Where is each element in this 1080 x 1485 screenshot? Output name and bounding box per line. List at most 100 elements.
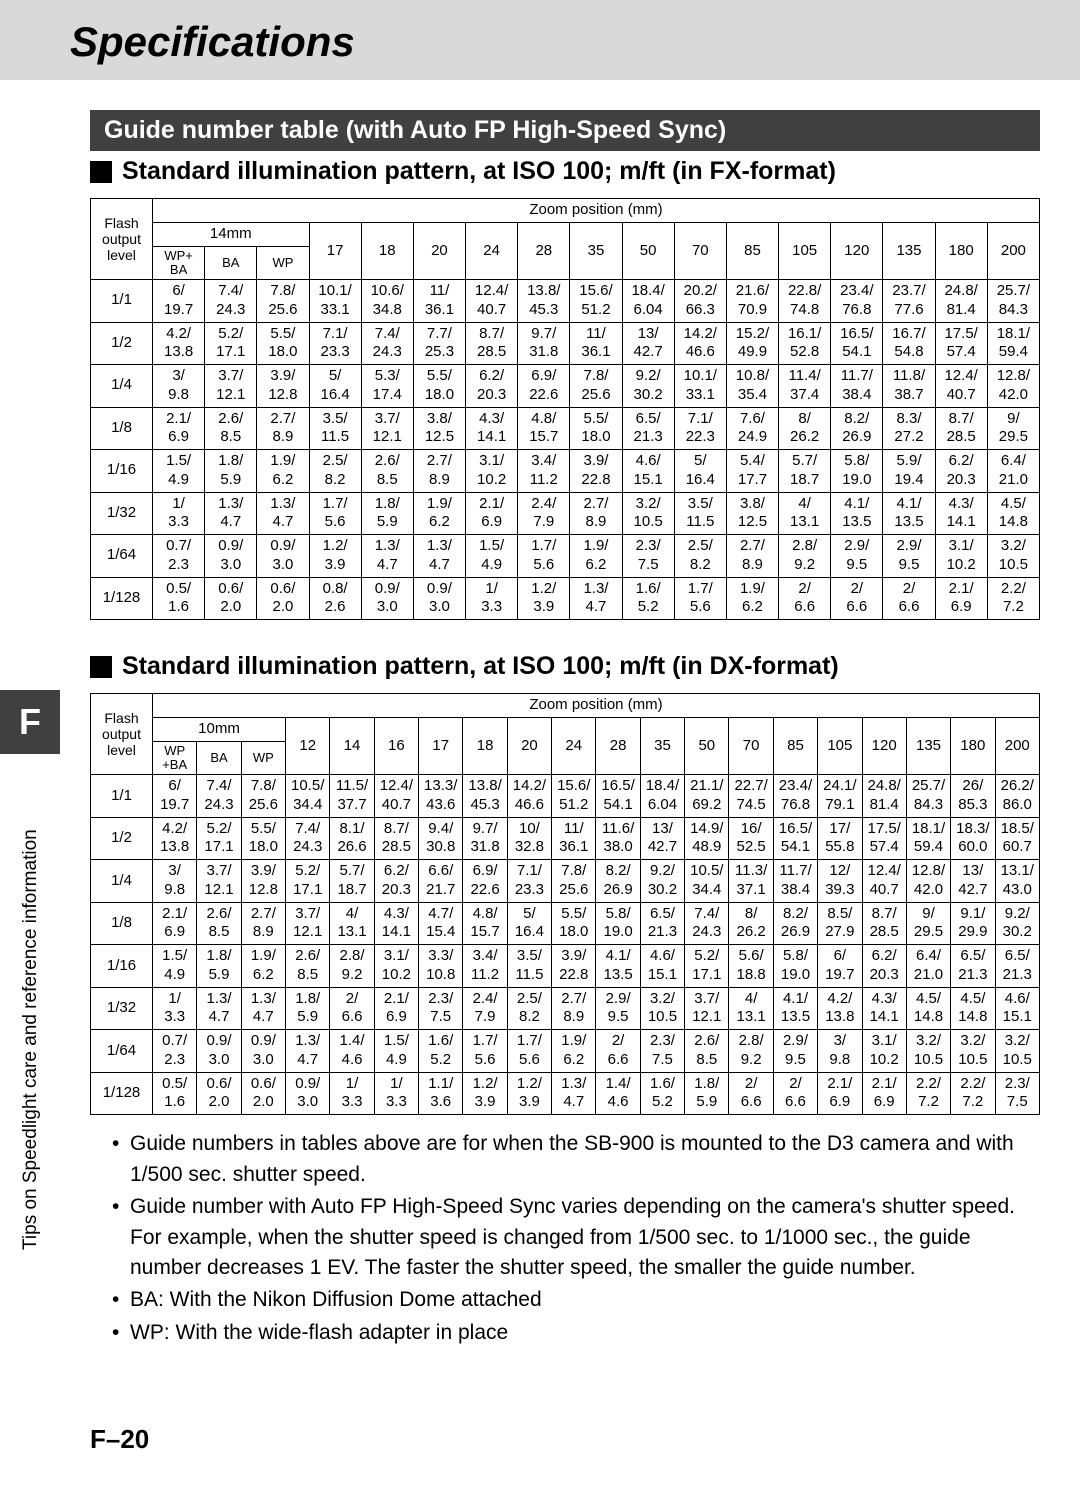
table-cell: 23.4/76.8 xyxy=(831,280,883,323)
table-cell: 0.6/2.0 xyxy=(205,577,257,620)
table-cell: 5.4/17.7 xyxy=(726,450,778,493)
table-cell: 2.8/9.2 xyxy=(330,945,374,988)
table-cell: 2.9/9.5 xyxy=(596,987,640,1030)
output-level: 1/64 xyxy=(91,535,153,578)
zoom-col: 28 xyxy=(518,222,570,279)
table-cell: 7.4/24.3 xyxy=(205,280,257,323)
table-cell: 21.1/69.2 xyxy=(685,775,729,818)
table-cell: 3.2/10.5 xyxy=(987,535,1039,578)
table-cell: 18.5/60.7 xyxy=(995,817,1039,860)
table-cell: 0.9/3.0 xyxy=(286,1072,330,1115)
table-cell: 16.7/54.8 xyxy=(883,322,935,365)
table-cell: 2.6/8.5 xyxy=(205,407,257,450)
wide-group: 14mm xyxy=(153,222,310,246)
table-cell: 3.2/10.5 xyxy=(995,1030,1039,1073)
table-cell: 1.2/3.9 xyxy=(518,577,570,620)
table-cell: 2.4/7.9 xyxy=(518,492,570,535)
table-cell: 3.2/10.5 xyxy=(906,1030,950,1073)
table-cell: 18.1/59.4 xyxy=(987,322,1039,365)
table-cell: 2.5/8.2 xyxy=(309,450,361,493)
zoom-col: 85 xyxy=(726,222,778,279)
table-cell: 2.1/6.9 xyxy=(153,407,205,450)
table-cell: 3.7/12.1 xyxy=(361,407,413,450)
table-cell: 5.2/17.1 xyxy=(685,945,729,988)
table-cell: 0.9/3.0 xyxy=(205,535,257,578)
table-cell: 2.3/7.5 xyxy=(995,1072,1039,1115)
table-cell: 5.5/18.0 xyxy=(552,902,596,945)
table-cell: 2/6.6 xyxy=(729,1072,773,1115)
output-level: 1/2 xyxy=(91,817,153,860)
table-cell: 2.2/7.2 xyxy=(951,1072,995,1115)
note-item: Guide number with Auto FP High-Speed Syn… xyxy=(112,1192,1040,1283)
table-cell: 3.7/12.1 xyxy=(205,365,257,408)
table-cell: 10.6/34.8 xyxy=(361,280,413,323)
table-cell: 24.8/81.4 xyxy=(935,280,987,323)
zoom-col: 200 xyxy=(995,717,1039,774)
zoom-col: 14 xyxy=(330,717,374,774)
table-cell: 4.1/13.5 xyxy=(596,945,640,988)
table-cell: 14.9/48.9 xyxy=(685,817,729,860)
table-cell: 1.5/4.9 xyxy=(466,535,518,578)
table-cell: 2.2/7.2 xyxy=(987,577,1039,620)
table-cell: 2.5/8.2 xyxy=(507,987,551,1030)
table-cell: 6.4/21.0 xyxy=(987,450,1039,493)
table-cell: 5.2/17.1 xyxy=(197,817,241,860)
table-cell: 2.7/8.9 xyxy=(257,407,309,450)
wide-col: WP xyxy=(241,741,285,775)
table-cell: 1.3/4.7 xyxy=(413,535,465,578)
flash-header: Flashoutputlevel xyxy=(91,199,153,280)
table-cell: 23.7/77.6 xyxy=(883,280,935,323)
zoom-col: 35 xyxy=(570,222,622,279)
table-cell: 9.4/30.8 xyxy=(419,817,463,860)
table-cell: 4.2/13.8 xyxy=(153,322,205,365)
table-cell: 6.2/20.3 xyxy=(374,860,418,903)
table-cell: 12.4/40.7 xyxy=(862,860,906,903)
table-cell: 5/16.4 xyxy=(309,365,361,408)
table-cell: 25.7/84.3 xyxy=(906,775,950,818)
header-bar: Specifications xyxy=(0,0,1080,80)
zoom-col: 50 xyxy=(622,222,674,279)
table-cell: 4.2/13.8 xyxy=(153,817,197,860)
table-cell: 17.5/57.4 xyxy=(935,322,987,365)
table-cell: 11.4/37.4 xyxy=(779,365,831,408)
table-cell: 5.8/19.0 xyxy=(773,945,817,988)
table-cell: 8.1/26.6 xyxy=(330,817,374,860)
table-cell: 1.9/6.2 xyxy=(241,945,285,988)
section-tab: F xyxy=(0,690,60,754)
table-cell: 9/29.5 xyxy=(987,407,1039,450)
table-cell: 0.5/1.6 xyxy=(153,1072,197,1115)
table-cell: 2.1/6.9 xyxy=(935,577,987,620)
table-cell: 18.1/59.4 xyxy=(906,817,950,860)
table-cell: 1.9/6.2 xyxy=(726,577,778,620)
table-cell: 1/3.3 xyxy=(153,987,197,1030)
table-cell: 7.4/24.3 xyxy=(197,775,241,818)
table-cell: 2.7/8.9 xyxy=(570,492,622,535)
table-cell: 6.5/21.3 xyxy=(951,945,995,988)
table-cell: 16.5/54.1 xyxy=(831,322,883,365)
table-cell: 4.1/13.5 xyxy=(831,492,883,535)
table-cell: 14.2/46.6 xyxy=(507,775,551,818)
output-level: 1/128 xyxy=(91,577,153,620)
section-header: Guide number table (with Auto FP High-Sp… xyxy=(90,110,1040,151)
table-cell: 1.3/4.7 xyxy=(197,987,241,1030)
table-cell: 6.6/21.7 xyxy=(419,860,463,903)
table-cell: 6.2/20.3 xyxy=(862,945,906,988)
table-cell: 4.2/13.8 xyxy=(818,987,862,1030)
table-cell: 12.8/42.0 xyxy=(906,860,950,903)
table-cell: 13.1/43.0 xyxy=(995,860,1039,903)
content: Guide number table (with Auto FP High-Sp… xyxy=(0,110,1080,1348)
table-cell: 3.5/11.5 xyxy=(674,492,726,535)
table-cell: 7.8/25.6 xyxy=(241,775,285,818)
table-cell: 23.4/76.8 xyxy=(773,775,817,818)
table-cell: 0.9/3.0 xyxy=(257,535,309,578)
table-cell: 2.3/7.5 xyxy=(640,1030,684,1073)
table-cell: 2/6.6 xyxy=(596,1030,640,1073)
table-cell: 9.2/30.2 xyxy=(995,902,1039,945)
table-cell: 4.3/14.1 xyxy=(466,407,518,450)
table-cell: 1.4/4.6 xyxy=(330,1030,374,1073)
table-cell: 1.3/4.7 xyxy=(205,492,257,535)
table-cell: 14.2/46.6 xyxy=(674,322,726,365)
table-cell: 1.3/4.7 xyxy=(241,987,285,1030)
table-cell: 9.1/29.9 xyxy=(951,902,995,945)
output-level: 1/64 xyxy=(91,1030,153,1073)
